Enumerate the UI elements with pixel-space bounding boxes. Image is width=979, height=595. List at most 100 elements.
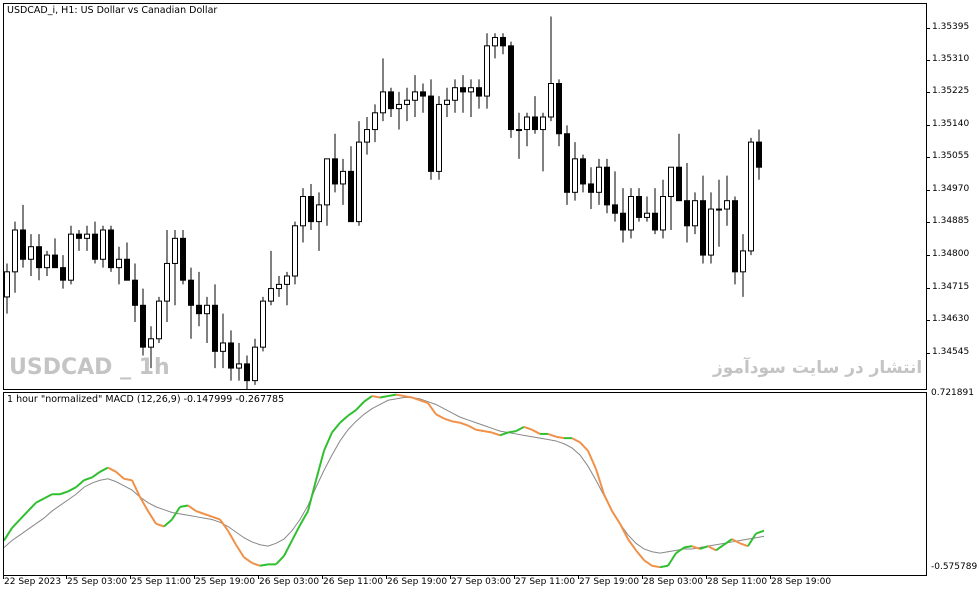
time-tick-mark [258, 576, 259, 579]
price-axis-label: 1.34715 [932, 282, 970, 292]
candle-body [396, 103, 402, 110]
candle [604, 158, 610, 214]
macd-line-segment [19, 510, 29, 521]
candle [380, 58, 386, 122]
time-axis-label: 27 Sep 19:00 [579, 577, 640, 587]
candle [284, 271, 290, 306]
price-chart-canvas [4, 16, 762, 389]
candle [492, 33, 498, 59]
candle [620, 188, 626, 243]
symbol-watermark: USDCAD _ 1h [9, 355, 170, 380]
candle [92, 221, 98, 264]
macd-line-segment [627, 538, 637, 551]
candle [60, 255, 66, 289]
price-axis-label: 1.35140 [932, 119, 970, 129]
candle [388, 87, 394, 117]
macd-line-segment [323, 432, 333, 452]
candle [516, 112, 522, 159]
macd-line-segment [331, 422, 341, 434]
macd-line-segment [107, 466, 117, 473]
macd-line-segment [459, 421, 469, 427]
macd-line-segment [755, 529, 765, 535]
candle [612, 171, 618, 222]
price-tick-mark [927, 125, 930, 126]
macd-line-segment [523, 425, 533, 431]
candle [652, 188, 658, 235]
macd-axis-bottom-label: -0.575789 [931, 562, 978, 572]
time-tick-mark [322, 576, 323, 579]
candle [252, 338, 258, 385]
candle-body [20, 229, 26, 260]
macd-line-segment [491, 431, 501, 437]
candle [228, 330, 234, 381]
candle-body [724, 200, 730, 210]
candle-body [532, 116, 538, 131]
candle-body [492, 36, 498, 47]
candle [668, 166, 674, 230]
macd-line-segment [667, 552, 677, 567]
candle-body [692, 200, 698, 227]
macd-line-segment [219, 518, 229, 532]
candle-body [52, 254, 58, 269]
macd-axis-top-label: 0.721891 [931, 388, 974, 398]
candle [12, 221, 18, 293]
macd-line-segment [131, 479, 141, 498]
price-axis-label: 1.35225 [932, 86, 970, 96]
macd-line-segment [307, 479, 317, 512]
macd-line-segment [643, 559, 653, 567]
candle-body [4, 271, 10, 298]
candle-body [516, 129, 522, 132]
candle-body [132, 279, 138, 306]
price-tick-mark [927, 255, 930, 256]
candle-body [476, 87, 482, 97]
macd-indicator-pane[interactable]: 1 hour "normalized" MACD (12,26,9) -0.14… [3, 392, 927, 576]
candle [300, 188, 306, 243]
candle-body [236, 363, 242, 369]
candle [316, 192, 322, 251]
candle-body [572, 158, 578, 193]
macd-line-segment [99, 466, 109, 473]
macd-line-segment [451, 420, 461, 424]
candle [28, 234, 34, 277]
macd-line-segment [291, 524, 301, 541]
macd-line-segment [547, 432, 557, 438]
price-chart-pane[interactable]: USDCAD_i, H1: US Dollar vs Canadian Doll… [3, 3, 927, 390]
time-axis-label: 25 Sep 19:00 [195, 577, 256, 587]
candle [36, 234, 42, 281]
macd-line-segment [227, 530, 237, 546]
candle [84, 225, 90, 251]
candle [76, 229, 82, 251]
candle-body [484, 45, 490, 97]
macd-line-segment [179, 504, 189, 508]
candle-body [180, 237, 186, 281]
candle [332, 133, 338, 193]
candle-body [356, 141, 362, 223]
macd-line-segment [651, 564, 661, 569]
candle [44, 250, 50, 277]
time-axis-label: 26 Sep 11:00 [323, 577, 384, 587]
candle [588, 167, 594, 210]
macd-line-segment [483, 430, 493, 434]
time-axis-label: 25 Sep 11:00 [131, 577, 192, 587]
macd-line-segment [211, 515, 221, 521]
macd-line-segment [251, 562, 261, 567]
time-axis-label: 28 Sep 11:00 [707, 577, 768, 587]
time-tick-mark [514, 576, 515, 579]
candle [404, 87, 410, 122]
candle-body [284, 275, 290, 285]
candle-body [700, 200, 706, 256]
candle [52, 238, 58, 269]
candle-body [116, 258, 122, 269]
time-axis-label: 26 Sep 03:00 [259, 577, 320, 587]
candle [484, 33, 490, 109]
macd-line-segment [155, 522, 165, 528]
candle-body [556, 83, 562, 135]
candle [460, 75, 466, 113]
time-axis-label: 26 Sep 19:00 [387, 577, 448, 587]
macd-line-segment [235, 544, 245, 558]
candle [748, 137, 754, 256]
candle-body [332, 158, 338, 185]
candle [684, 163, 690, 243]
macd-line-segment [579, 441, 589, 452]
price-tick-mark [927, 60, 930, 61]
